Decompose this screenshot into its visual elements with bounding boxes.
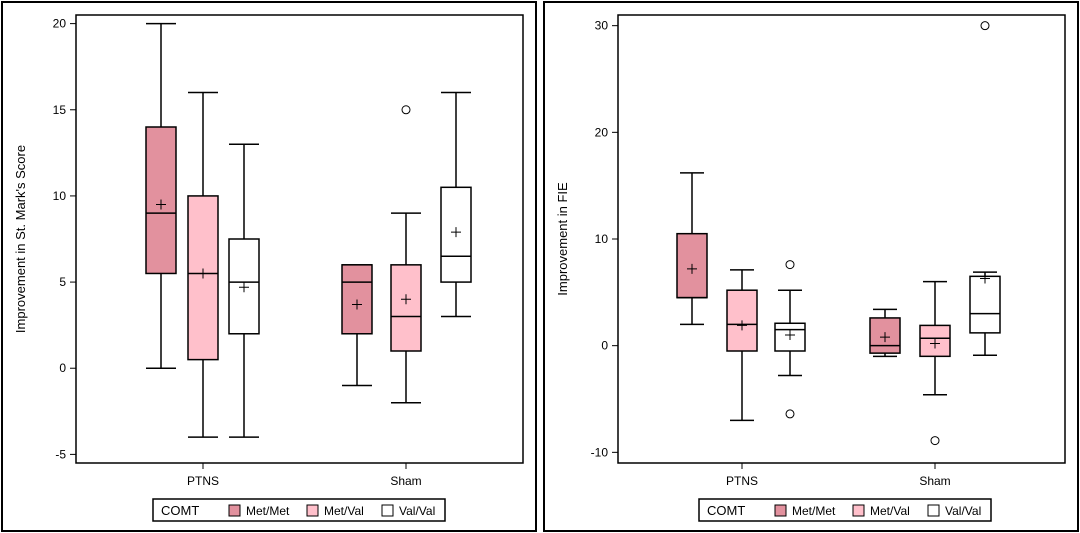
y-tick-label: -10 <box>591 445 609 459</box>
legend-swatch-met-val <box>306 504 319 517</box>
legend-swatch-met-met <box>774 504 787 517</box>
plot-frame <box>75 14 524 464</box>
box-met-met-ptns <box>676 172 708 326</box>
box-iqr <box>390 264 422 352</box>
box-val-val-ptns <box>774 260 806 419</box>
y-tick-label: 5 <box>59 275 66 289</box>
x-tick-label: PTNS <box>187 474 219 488</box>
y-tick-label: 0 <box>59 361 66 375</box>
y-tick-label: 15 <box>53 103 67 117</box>
mean-marker <box>880 332 890 343</box>
mean-marker <box>198 268 208 279</box>
y-tick-label: 20 <box>53 17 67 31</box>
box-val-val-sham <box>969 21 1001 357</box>
box-met-val-ptns <box>726 269 758 422</box>
legend-title: COMT <box>161 503 199 518</box>
outlier-point <box>785 260 795 270</box>
legend: COMT Met/Met Met/Val Val/Val <box>152 498 446 522</box>
y-tick-label: 0 <box>601 339 608 353</box>
legend-label: Val/Val <box>399 504 435 518</box>
legend-box <box>152 498 446 522</box>
mean-marker <box>687 263 697 274</box>
outlier-point <box>930 436 940 446</box>
box-met-val-sham <box>919 280 951 446</box>
x-tick-label: Sham <box>390 474 421 488</box>
legend-label: Met/Met <box>792 504 836 518</box>
y-axis-label: Improvement in FIE <box>555 182 570 296</box>
y-tick-label: 30 <box>595 19 609 33</box>
legend-swatch-val-val <box>381 504 394 517</box>
box-met-met-ptns <box>145 22 177 369</box>
legend-label: Met/Met <box>246 504 290 518</box>
legend-label: Val/Val <box>945 504 981 518</box>
legend-swatch-met-val <box>852 504 865 517</box>
y-tick-label: 10 <box>595 232 609 246</box>
boxplot-fie-chart: -10 0 10 20 30 Improvement in FIE PTNS Sham COMT… <box>555 14 1066 522</box>
legend: COMT Met/Met Met/Val Val/Val <box>698 498 992 522</box>
chart-panel-st-marks: -5 0 5 10 15 20 Improvement in St. Mark's Scor… <box>1 1 537 532</box>
legend-title: COMT <box>707 503 745 518</box>
y-tick-label: -5 <box>55 447 66 461</box>
mean-marker <box>451 227 461 238</box>
box-iqr <box>969 275 1001 334</box>
box-val-val-sham <box>440 91 472 318</box>
chart-panel-fie: -10 0 10 20 30 Improvement in FIE PTNS Sham COMT… <box>543 1 1079 532</box>
mean-marker <box>401 294 411 305</box>
box-iqr <box>341 264 373 335</box>
mean-marker <box>239 282 249 293</box>
mean-marker <box>156 199 166 210</box>
mean-marker <box>980 273 990 284</box>
mean-marker <box>352 299 362 310</box>
legend-label: Met/Val <box>870 504 910 518</box>
outlier-point <box>980 21 990 31</box>
legend-swatch-val-val <box>927 504 940 517</box>
legend-label: Met/Val <box>324 504 364 518</box>
legend-swatch-met-met <box>228 504 241 517</box>
mean-marker <box>930 338 940 349</box>
outlier-point <box>401 105 411 115</box>
box-met-met-sham <box>341 264 373 387</box>
box-val-val-ptns <box>228 143 260 438</box>
box-met-val-sham <box>390 105 422 404</box>
y-tick-label: 10 <box>53 189 67 203</box>
y-axis-label: Improvement in St. Mark's Score <box>13 145 28 333</box>
outlier-point <box>785 409 795 419</box>
box-met-val-ptns <box>187 91 219 438</box>
boxplot-st-marks-chart: -5 0 5 10 15 20 Improvement in St. Mark's Scor… <box>13 14 524 522</box>
y-tick-label: 20 <box>595 125 609 139</box>
box-met-met-sham <box>869 308 901 358</box>
mean-marker <box>785 330 795 340</box>
mean-marker <box>737 320 747 331</box>
x-tick-label: PTNS <box>726 474 758 488</box>
legend-box <box>698 498 992 522</box>
x-tick-label: Sham <box>919 474 950 488</box>
